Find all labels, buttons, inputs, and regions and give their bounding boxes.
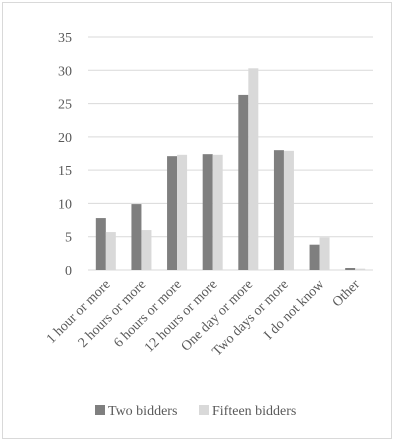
bar-series1 bbox=[309, 244, 320, 270]
y-tick-label: 25 bbox=[58, 98, 72, 113]
y-tick-label: 30 bbox=[58, 64, 72, 79]
bar-series2 bbox=[141, 230, 152, 270]
y-tick-label: 0 bbox=[65, 264, 72, 279]
bar-series2 bbox=[283, 150, 294, 270]
legend-label: Fifteen bidders bbox=[212, 404, 296, 419]
y-tick-label: 10 bbox=[58, 197, 72, 212]
x-tick-label: Other bbox=[330, 277, 363, 310]
bar-series2 bbox=[212, 154, 223, 270]
chart-frame bbox=[2, 2, 392, 439]
y-tick-label: 35 bbox=[58, 31, 72, 46]
legend: Two bidders Fifteen bidders bbox=[95, 404, 296, 419]
bar-series2 bbox=[248, 68, 259, 270]
bar-series1 bbox=[202, 154, 213, 270]
bars bbox=[95, 68, 366, 270]
bar-series2 bbox=[355, 268, 366, 270]
gridlines bbox=[88, 36, 373, 271]
bar-series2 bbox=[105, 232, 116, 270]
y-tick-label: 15 bbox=[58, 164, 72, 179]
bar-series1 bbox=[131, 204, 142, 270]
bar-series1 bbox=[167, 156, 178, 270]
bar-series2 bbox=[319, 237, 330, 270]
y-tick-label: 5 bbox=[65, 231, 72, 246]
bar-series1 bbox=[273, 150, 284, 270]
bar-series2 bbox=[177, 154, 188, 270]
legend-swatch bbox=[95, 405, 105, 415]
y-axis-ticks: 0 5 10 15 20 25 30 35 bbox=[58, 31, 72, 279]
bar-series1 bbox=[95, 218, 106, 270]
legend-label: Two bidders bbox=[108, 404, 177, 419]
bar-series1 bbox=[345, 268, 356, 270]
y-tick-label: 20 bbox=[58, 131, 72, 146]
bar-series1 bbox=[238, 94, 249, 270]
legend-swatch bbox=[199, 405, 209, 415]
